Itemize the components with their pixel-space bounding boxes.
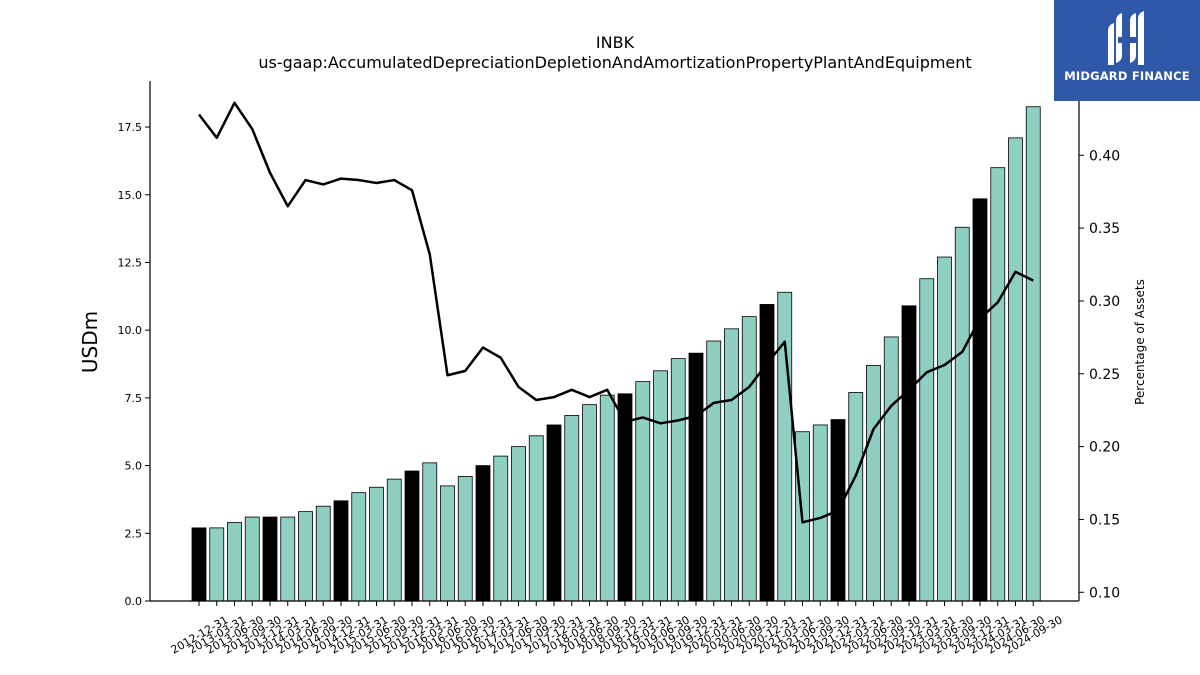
bar bbox=[333, 500, 349, 602]
y-axis-label: USDm bbox=[78, 311, 102, 373]
bar bbox=[422, 462, 438, 602]
bar bbox=[954, 226, 970, 602]
bar bbox=[280, 516, 296, 602]
y-tick-label: 12.5 bbox=[118, 256, 143, 269]
bar bbox=[724, 328, 739, 602]
y2-tick-label: 0.35 bbox=[1089, 221, 1120, 237]
y2-tick-label: 0.15 bbox=[1089, 512, 1120, 528]
bar bbox=[777, 291, 793, 602]
bar bbox=[990, 167, 1006, 602]
y-tick-label: 5.0 bbox=[125, 460, 143, 473]
y2-tick-label: 0.40 bbox=[1089, 148, 1120, 164]
bars-layer bbox=[191, 106, 1041, 602]
bar bbox=[582, 404, 597, 602]
bar bbox=[511, 446, 526, 602]
bar bbox=[901, 305, 917, 602]
y2-tick-label: 0.30 bbox=[1089, 294, 1120, 310]
bar bbox=[1025, 106, 1041, 602]
bar bbox=[298, 511, 313, 602]
midgard-logo-icon bbox=[1108, 11, 1144, 65]
percentage-line bbox=[198, 101, 1034, 524]
y2-tick-label: 0.25 bbox=[1089, 367, 1120, 383]
bar bbox=[972, 198, 988, 602]
bar bbox=[457, 476, 473, 602]
bar bbox=[493, 455, 509, 602]
bar bbox=[191, 527, 207, 602]
bar bbox=[227, 522, 242, 602]
chart-subtitle: us-gaap:AccumulatedDepreciationDepletion… bbox=[258, 53, 971, 72]
bar bbox=[812, 424, 828, 602]
bar bbox=[919, 278, 935, 602]
y2-tick-label: 0.20 bbox=[1089, 440, 1120, 456]
bar bbox=[706, 340, 722, 602]
bar bbox=[528, 435, 544, 602]
bar bbox=[351, 492, 367, 602]
bar bbox=[262, 516, 278, 602]
bar bbox=[759, 304, 775, 602]
bar bbox=[244, 516, 260, 602]
bar bbox=[866, 364, 881, 602]
y-tick-label: 10.0 bbox=[118, 324, 143, 337]
bar bbox=[209, 527, 225, 602]
bar bbox=[617, 393, 633, 602]
bar bbox=[440, 485, 455, 602]
line-layer bbox=[198, 101, 1034, 524]
y-tick-label: 17.5 bbox=[118, 121, 143, 134]
bar bbox=[386, 478, 402, 602]
bar bbox=[1008, 137, 1023, 602]
bar bbox=[688, 352, 704, 602]
bar bbox=[670, 358, 686, 602]
bar bbox=[564, 415, 580, 602]
y-tick-label: 7.5 bbox=[125, 392, 143, 405]
logo-text: MIDGARD FINANCE bbox=[1064, 69, 1190, 83]
bar bbox=[883, 336, 899, 602]
bar bbox=[315, 505, 331, 602]
bar bbox=[653, 370, 668, 602]
chart-title: INBK bbox=[596, 33, 635, 52]
axes-layer: 0.0 2.5 5.0 7.5 10.0 12.5 15.0 17.5 0.10 0.15 0.20… bbox=[118, 81, 1120, 657]
bar bbox=[937, 256, 952, 602]
y-tick-label: 15.0 bbox=[118, 189, 143, 202]
bar bbox=[546, 424, 562, 602]
y2-axis-label: Percentage of Assets bbox=[1133, 279, 1147, 405]
brand-logo: MIDGARD FINANCE bbox=[1054, 0, 1200, 101]
bar bbox=[599, 394, 615, 602]
y-tick-label: 0.0 bbox=[125, 595, 143, 608]
bar bbox=[848, 392, 864, 602]
bar bbox=[404, 470, 420, 602]
bar bbox=[475, 465, 491, 602]
bar bbox=[741, 316, 757, 602]
bar bbox=[369, 486, 384, 602]
y2-tick-label: 0.10 bbox=[1089, 585, 1120, 601]
y-tick-label: 2.5 bbox=[125, 527, 143, 540]
bar bbox=[635, 381, 651, 602]
